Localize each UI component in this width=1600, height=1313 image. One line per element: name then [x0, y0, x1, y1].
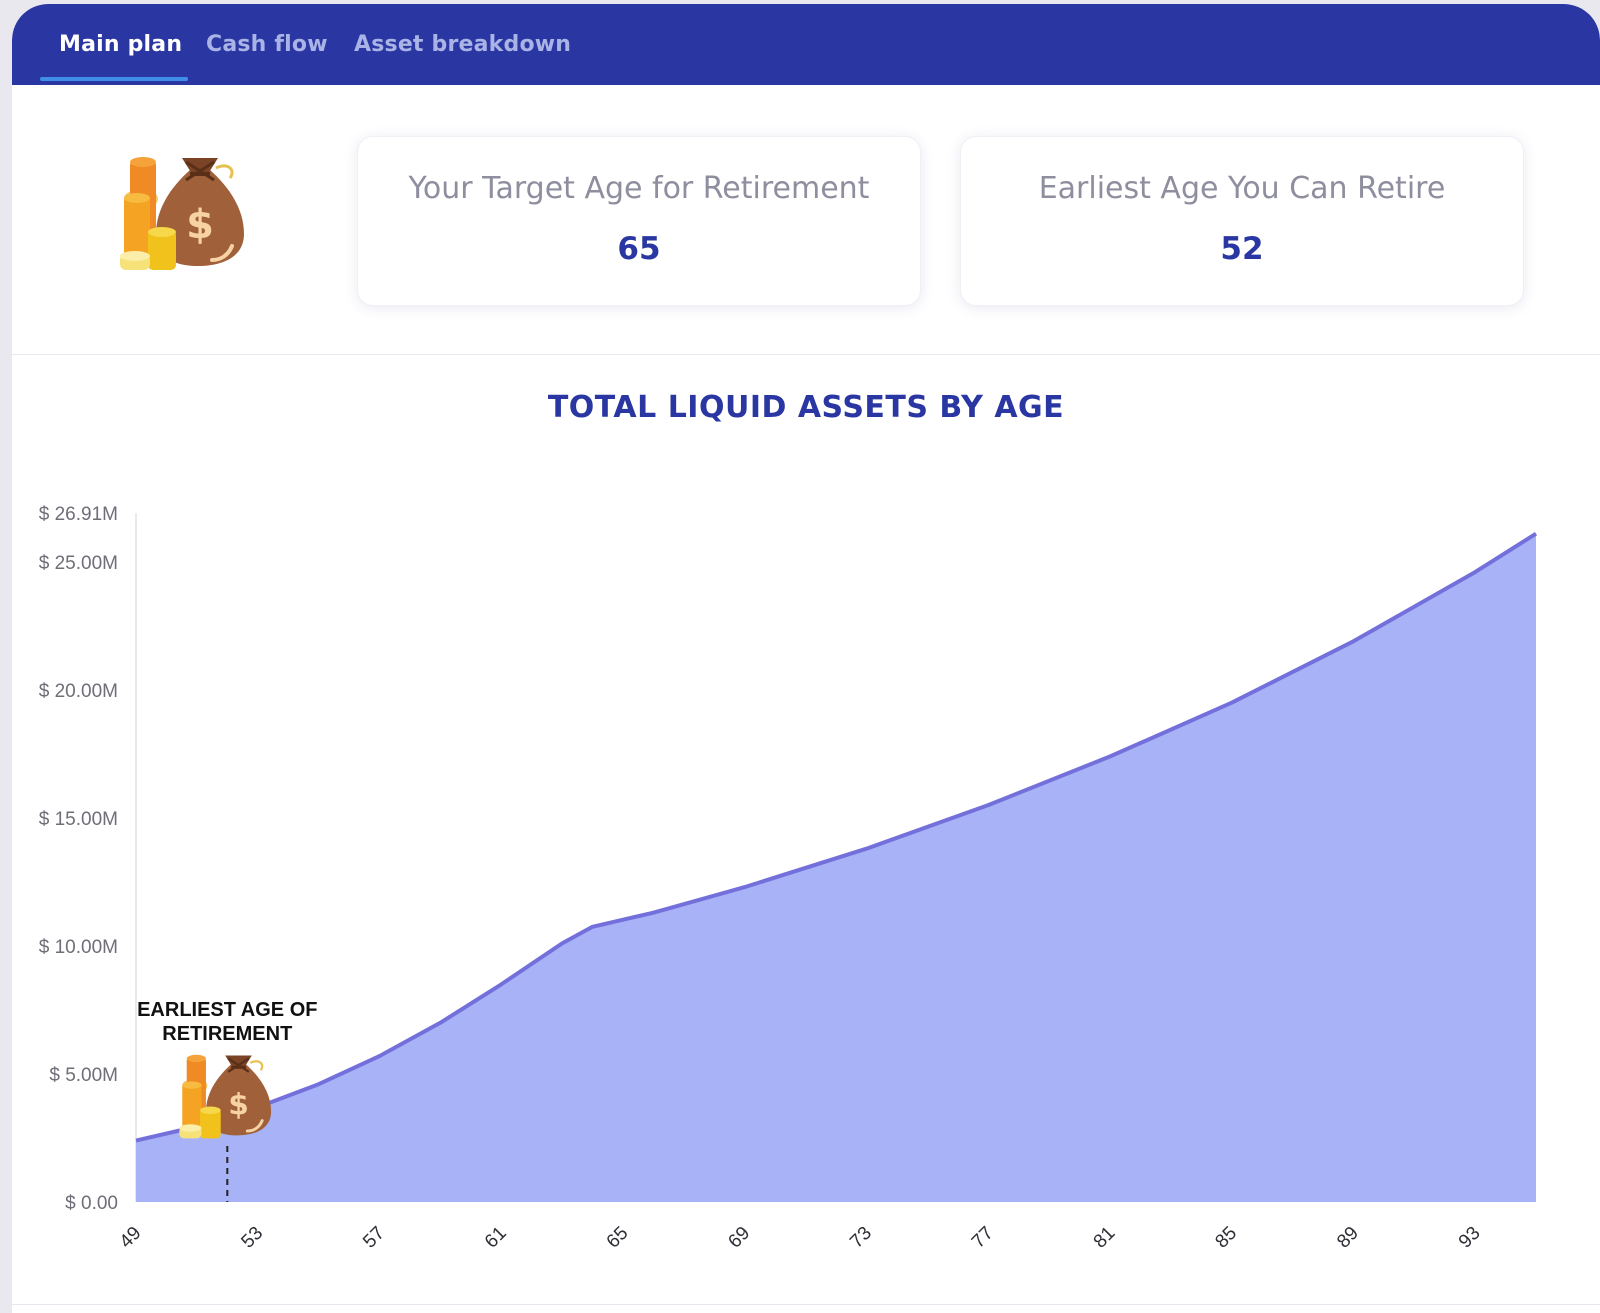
- x-tick-label: 73: [846, 1223, 876, 1253]
- money-bag-coins-icon: [177, 1053, 273, 1140]
- active-tab-indicator: [40, 77, 188, 81]
- tab-asset-breakdown[interactable]: Asset breakdown: [354, 32, 572, 57]
- earliest-retirement-label: RETIREMENT: [162, 1023, 292, 1045]
- chart-title: TOTAL LIQUID ASSETS BY AGE: [547, 390, 1065, 425]
- tab-cash-flow[interactable]: Cash flow: [206, 32, 328, 57]
- tab-main-plan[interactable]: Main plan: [59, 32, 183, 57]
- app-frame: Main plan Cash flow Asset breakdown Your…: [12, 4, 1600, 1313]
- y-tick-label: $ 15.00M: [39, 809, 118, 830]
- target-age-value: 65: [617, 231, 661, 267]
- x-tick-label: 53: [237, 1223, 267, 1253]
- earliest-age-label: Earliest Age You Can Retire: [1038, 171, 1446, 206]
- y-tick-label: $ 25.00M: [39, 553, 118, 574]
- earliest-retirement-label: EARLIEST AGE OF: [137, 999, 317, 1021]
- section-divider: [12, 354, 1600, 355]
- target-age-label: Your Target Age for Retirement: [408, 171, 870, 206]
- earliest-age-card: Earliest Age You Can Retire 52: [960, 136, 1524, 306]
- series-area: [136, 533, 1536, 1202]
- bottom-divider: [12, 1304, 1600, 1305]
- y-tick-label: $ 10.00M: [39, 937, 118, 958]
- tab-bar: Main plan Cash flow Asset breakdown: [12, 4, 1600, 85]
- x-tick-label: 65: [603, 1223, 633, 1253]
- x-tick-label: 61: [481, 1223, 511, 1253]
- x-tick-label: 69: [724, 1223, 754, 1253]
- x-tick-label: 89: [1333, 1223, 1363, 1253]
- x-tick-label: 81: [1090, 1223, 1120, 1253]
- x-tick-label: 49: [116, 1223, 146, 1253]
- target-age-card: Your Target Age for Retirement 65: [357, 136, 921, 306]
- y-tick-label: $ 26.91M: [39, 504, 118, 525]
- series-line: [135, 532, 1538, 1143]
- x-tick-label: 85: [1211, 1223, 1241, 1253]
- liquid-assets-chart: $ 0.00 $ 5.00M $ 10.00M $ 15.00M $ 20.00M $ 2…: [39, 504, 1538, 1253]
- y-tick-label: $ 0.00: [65, 1193, 118, 1214]
- y-tick-label: $ 20.00M: [39, 681, 118, 702]
- earliest-age-value: 52: [1220, 231, 1264, 267]
- x-tick-label: 57: [359, 1223, 389, 1253]
- x-tick-label: 93: [1455, 1223, 1485, 1253]
- y-tick-label: $ 5.00M: [49, 1065, 118, 1086]
- x-tick-label: 77: [968, 1223, 998, 1253]
